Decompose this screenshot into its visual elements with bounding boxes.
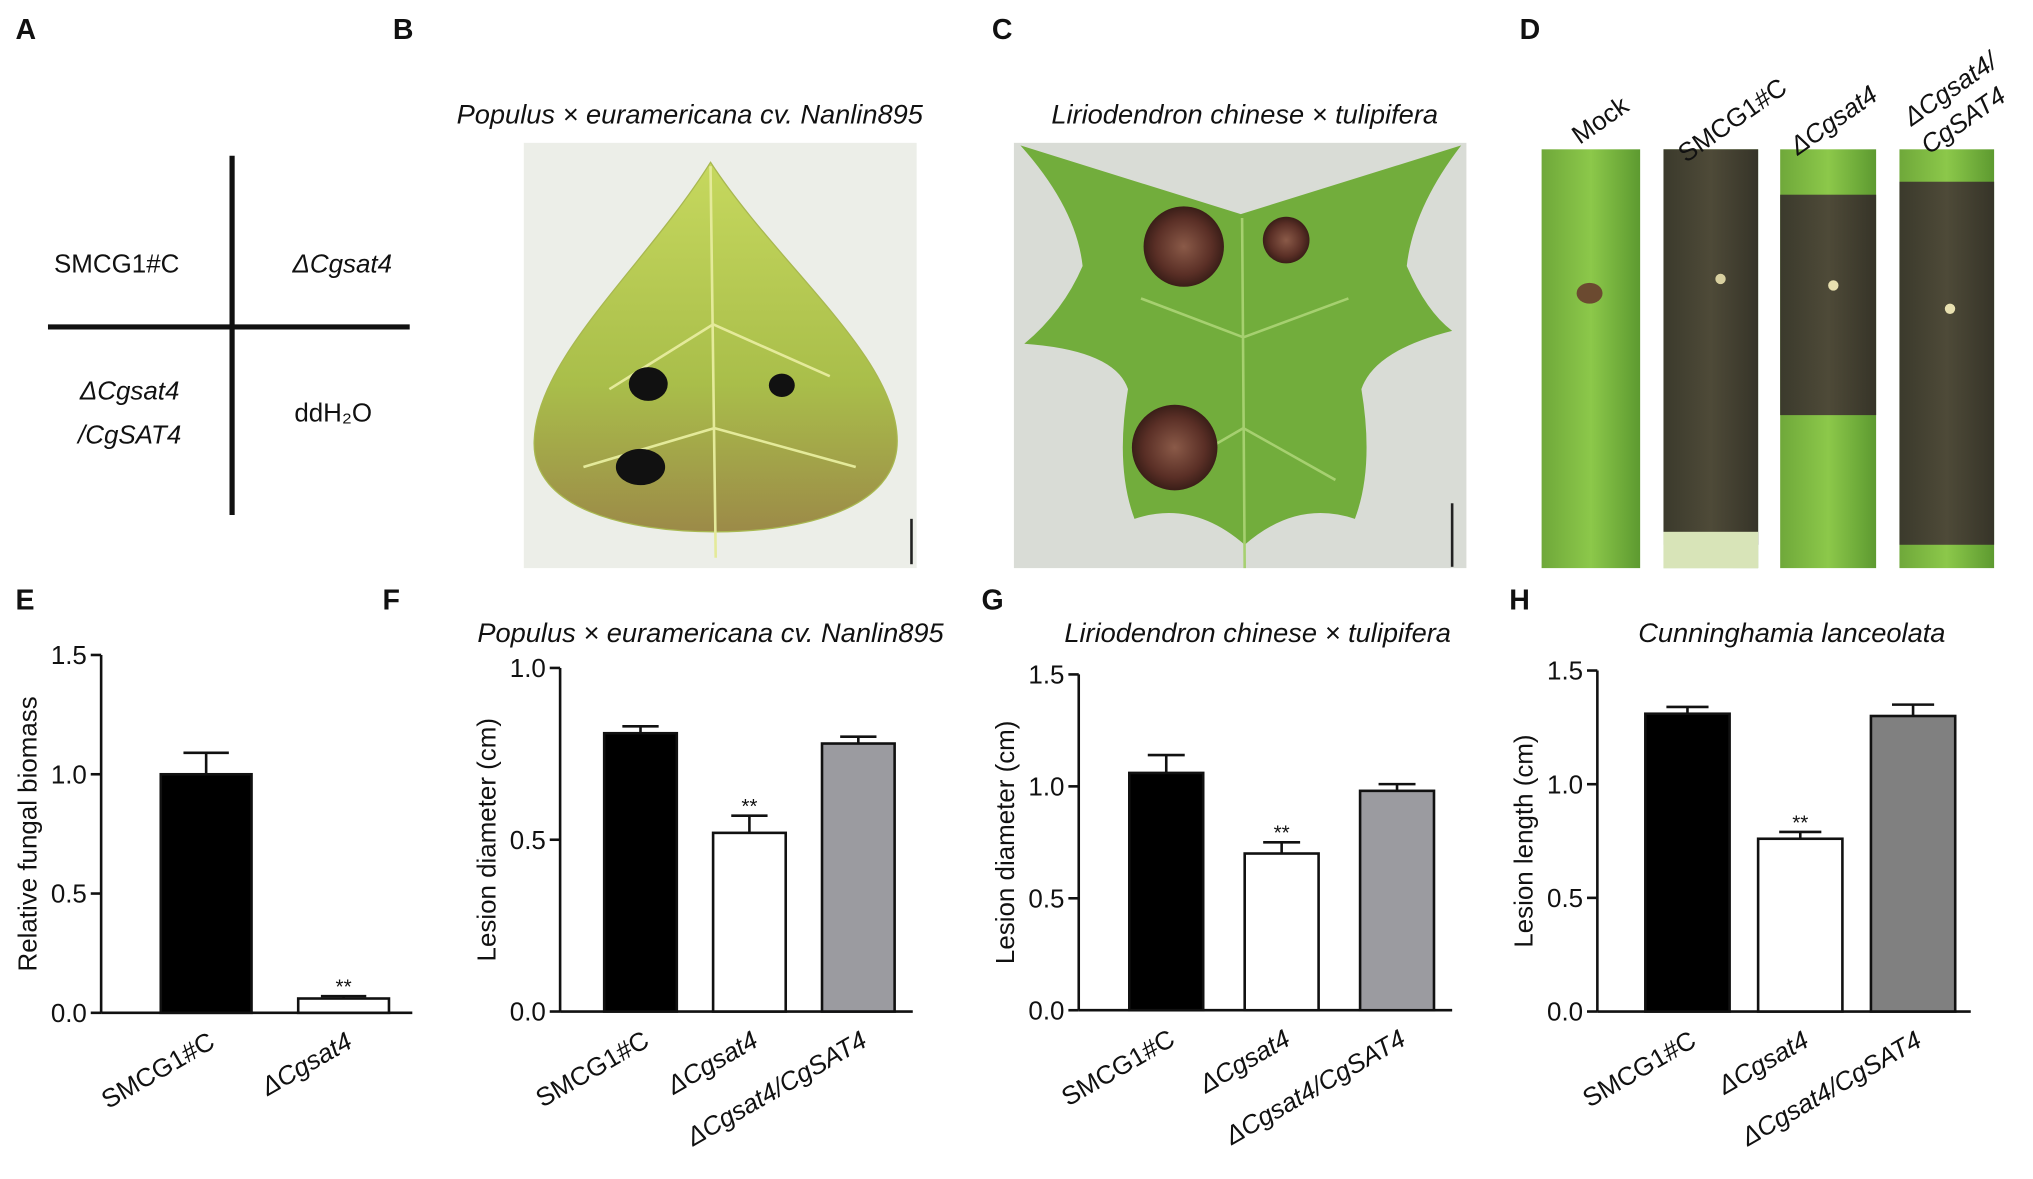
y-tick-label: 0.5 (1028, 885, 1064, 913)
y-axis-label: Lesion diameter (cm) (473, 718, 501, 961)
panel-label: E (16, 585, 35, 617)
error-bar (731, 814, 768, 833)
x-tick-label: ΔCgsat4/CgSAT4 (681, 1026, 871, 1152)
error-bar (1891, 703, 1935, 717)
significance: ** (336, 976, 352, 999)
bar (296, 997, 391, 1015)
bar (820, 742, 896, 1013)
bar (1869, 714, 1957, 1013)
bar (1128, 771, 1205, 1012)
bar (1243, 852, 1320, 1012)
y-tick-label: 0.0 (510, 999, 546, 1027)
x-tick-label: SMCG1#C (1578, 1026, 1701, 1113)
panel-label: D (1520, 14, 1541, 46)
error-bar (320, 994, 367, 999)
panel-label: B (393, 14, 414, 46)
photo-title: Liriodendron chinese × tulipifera (1051, 98, 1438, 129)
panel-label: C (992, 14, 1013, 46)
y-tick-label: 0.0 (1547, 999, 1583, 1027)
error-bar (1147, 753, 1185, 773)
y-axis-label: Lesion diameter (cm) (992, 721, 1020, 964)
error-bar (622, 725, 659, 734)
error-bar (183, 751, 229, 775)
error-bar (1263, 841, 1301, 854)
quadrant-label: /CgSAT4 (76, 422, 181, 450)
bar (602, 731, 679, 1013)
chart-title: Cunninghamia lanceolata (1638, 617, 1945, 648)
x-tick-label: ΔCgsat4 (1194, 1025, 1295, 1100)
error-bar (840, 735, 877, 744)
y-axis-label: Lesion length (cm) (1511, 734, 1539, 947)
panel-label: F (382, 585, 399, 617)
y-axis-label: Relative fungal biomass (14, 696, 42, 971)
y-tick-label: 0.5 (1547, 885, 1583, 913)
quadrant-label: ddH₂O (294, 400, 372, 428)
lane-label: Mock (1567, 91, 1634, 149)
y-tick-label: 0.5 (51, 881, 87, 909)
y-tick-label: 1.0 (51, 761, 87, 789)
significance: ** (1274, 822, 1290, 845)
bar (1358, 789, 1436, 1012)
bar (711, 831, 788, 1013)
bar (1644, 712, 1731, 1013)
y-tick-label: 1.0 (510, 655, 546, 683)
error-bar (1779, 830, 1822, 839)
significance: ** (1792, 811, 1808, 834)
x-tick-label: SMCG1#C (1057, 1025, 1180, 1112)
error-bar (1378, 782, 1416, 791)
quadrant-label: ΔCgsat4 (79, 378, 180, 406)
y-tick-label: 1.5 (1028, 662, 1064, 690)
y-tick-label: 1.0 (1028, 773, 1064, 801)
lane-label: ΔCgsat4 (1784, 81, 1882, 162)
photo-liriodendron (1013, 142, 1467, 569)
quadrant-label: SMCG1#C (54, 250, 179, 278)
y-tick-label: 1.5 (51, 642, 87, 670)
chart-title: Populus × euramericana cv. Nanlin895 (477, 617, 944, 648)
photo-strips (1541, 149, 1995, 569)
x-tick-label: SMCG1#C (531, 1026, 654, 1113)
bar (1756, 837, 1844, 1013)
y-tick-label: 1.5 (1547, 658, 1583, 686)
y-tick-label: 1.0 (1547, 771, 1583, 799)
quadrant-label: ΔCgsat4 (292, 250, 393, 278)
x-tick-label: ΔCgsat4 (256, 1027, 357, 1102)
y-tick-label: 0.0 (1028, 997, 1064, 1025)
panel-label: G (981, 585, 1003, 617)
x-tick-label: ΔCgsat4 (1713, 1026, 1814, 1101)
error-bar (1666, 705, 1709, 714)
photo-title: Populus × euramericana cv. Nanlin895 (457, 98, 924, 129)
significance: ** (741, 795, 757, 818)
x-tick-label: SMCG1#C (97, 1027, 220, 1114)
photo-poplar (523, 142, 917, 569)
bar (159, 772, 253, 1015)
y-tick-label: 0.0 (51, 1000, 87, 1028)
y-tick-label: 0.5 (510, 827, 546, 855)
chart-title: Liriodendron chinese × tulipifera (1064, 617, 1451, 648)
panel-label: H (1509, 585, 1530, 617)
panel-label: A (16, 14, 37, 46)
